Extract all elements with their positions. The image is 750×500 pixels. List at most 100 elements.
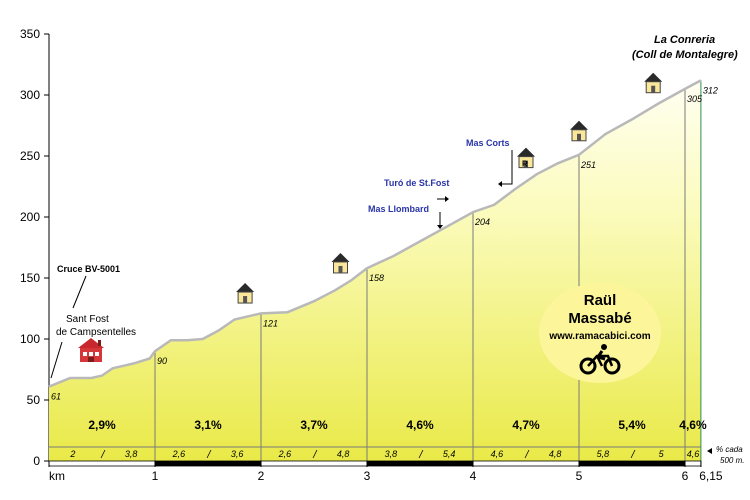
elevation-label: 251 bbox=[580, 160, 596, 170]
house-door bbox=[338, 265, 343, 273]
house-icon bbox=[236, 283, 255, 304]
km-bar-segment bbox=[260, 460, 368, 467]
segment-gradient-label: 2,9% bbox=[88, 418, 116, 432]
waypoint-turo-st-fost: Turó de St.Fost bbox=[384, 178, 449, 188]
elevation-label: 305 bbox=[687, 94, 703, 104]
half-km-note-line2: 500 m. bbox=[720, 456, 744, 465]
half-km-gradient-second: 3,6 bbox=[231, 449, 244, 459]
house-door bbox=[243, 296, 248, 304]
half-km-gradient-second: 5,4 bbox=[443, 449, 456, 459]
house-roof bbox=[517, 147, 535, 157]
author-last-name: Massabé bbox=[568, 310, 631, 327]
half-km-note-arrowhead bbox=[707, 448, 712, 454]
km-bar-segment bbox=[154, 460, 262, 467]
waypoint-mas-corts: Mas Corts bbox=[466, 138, 510, 148]
elevation-label: 61 bbox=[51, 392, 61, 402]
x-tick-label: 6 bbox=[682, 469, 689, 483]
half-km-gradient-second: 4,8 bbox=[549, 449, 562, 459]
town-label-line2: de Campsentelles bbox=[56, 327, 136, 338]
half-km-separator bbox=[418, 449, 424, 459]
house-icons: R bbox=[236, 72, 663, 304]
author-badge-bg bbox=[539, 283, 661, 383]
half-km-gradient-first: 2,6 bbox=[172, 449, 186, 459]
half-km-gradient-second: 3,8 bbox=[125, 449, 138, 459]
x-tick-label: km bbox=[49, 469, 65, 483]
half-km-separator bbox=[312, 449, 318, 459]
segment-gradient-label: 3,1% bbox=[194, 418, 222, 432]
house-roof bbox=[644, 72, 663, 82]
half-km-gradient-second: 5 bbox=[659, 449, 665, 459]
mas-corts-arrow bbox=[502, 150, 513, 185]
elevation-label: 204 bbox=[474, 217, 490, 227]
house-roof bbox=[570, 120, 588, 130]
km-divider-lines bbox=[154, 80, 702, 461]
author-first-name: Raül bbox=[584, 292, 617, 309]
half-km-gradient-first: 5,8 bbox=[597, 449, 610, 459]
house-badge: R bbox=[522, 160, 528, 169]
mas-corts-arrowhead bbox=[498, 181, 502, 187]
house-door bbox=[651, 85, 656, 93]
town-hall-icon bbox=[78, 338, 104, 362]
segment-gradient-label: 4,7% bbox=[512, 418, 540, 432]
x-tick-label: 1 bbox=[152, 469, 159, 483]
km-bar-segment bbox=[472, 460, 580, 467]
author-badge: Raül Massabé www.ramacabici.com bbox=[539, 283, 661, 383]
segment-gradient-label: 4,6% bbox=[406, 418, 434, 432]
y-tick-label: 350 bbox=[20, 27, 40, 41]
house-roof bbox=[236, 283, 255, 293]
y-tick-label: 100 bbox=[20, 332, 40, 346]
y-tick-label: 200 bbox=[20, 210, 40, 224]
y-tick-label: 150 bbox=[20, 271, 40, 285]
x-tick-label: 5 bbox=[576, 469, 583, 483]
segment-gradient-label: 3,7% bbox=[300, 418, 328, 432]
x-tick-label: 2 bbox=[258, 469, 265, 483]
half-km-separator bbox=[524, 449, 530, 459]
llombard-arrowhead bbox=[437, 225, 443, 229]
segment-gradient-labels: 2,9% 3,1% 3,7% 4,6% 4,7% 5,4% 4,6% bbox=[88, 418, 707, 432]
house-icon: R bbox=[517, 147, 535, 169]
house-door bbox=[524, 160, 528, 168]
town-label-line1: Sant Fost bbox=[66, 314, 109, 325]
half-km-gradient-first: 2,6 bbox=[278, 449, 292, 459]
half-km-gradient-first: 2 bbox=[69, 449, 75, 459]
y-tick-label: 300 bbox=[20, 88, 40, 102]
elevation-label: 121 bbox=[263, 318, 278, 328]
house-icon bbox=[331, 252, 350, 274]
half-km-separator bbox=[630, 449, 636, 459]
town-pointer bbox=[50, 341, 63, 379]
waypoint-annotations: Mas Corts Turó de St.Fost Mas Llombard bbox=[368, 138, 513, 229]
turo-arrowhead bbox=[445, 196, 449, 202]
house-icon bbox=[644, 72, 663, 94]
half-km-gradient-first: 4,6 bbox=[687, 449, 700, 459]
summit-annotation: La Conreria (Coll de Montalegre) bbox=[632, 34, 738, 61]
x-axis-ticks: km 1 2 3 4 5 6 6,15 bbox=[48, 461, 723, 483]
elevation-label: 158 bbox=[369, 273, 384, 283]
elevation-line bbox=[48, 79, 702, 388]
summit-subname: (Coll de Montalegre) bbox=[632, 49, 738, 61]
half-km-gradient-first: 4,6 bbox=[491, 449, 504, 459]
x-tick-label: 3 bbox=[364, 469, 371, 483]
km-bar-segment bbox=[578, 460, 686, 467]
km-scale-bar bbox=[48, 460, 702, 467]
elevation-label: 90 bbox=[157, 356, 167, 366]
house-roof bbox=[331, 252, 350, 262]
house-icon bbox=[570, 120, 588, 142]
half-km-note-line1: % cada bbox=[716, 445, 743, 454]
half-km-gradient-first: 3,8 bbox=[385, 449, 398, 459]
y-tick-label: 250 bbox=[20, 149, 40, 163]
road-label: Cruce BV-5001 bbox=[57, 264, 120, 274]
author-website: www.ramacabici.com bbox=[548, 331, 650, 342]
km-bar-segment bbox=[48, 460, 156, 467]
house-door bbox=[577, 133, 581, 141]
y-tick-label: 0 bbox=[33, 454, 40, 468]
x-tick-label: 4 bbox=[470, 469, 477, 483]
road-pointer bbox=[72, 275, 87, 309]
x-tick-label: 6,15 bbox=[699, 469, 723, 483]
y-axis-ticks: 0 50 100 150 200 250 300 350 bbox=[20, 27, 49, 468]
segment-gradient-label: 5,4% bbox=[618, 418, 646, 432]
waypoint-mas-llombard: Mas Llombard bbox=[368, 204, 429, 214]
half-km-separator bbox=[100, 449, 106, 459]
half-km-gradient-band: 2 3,8 2,6 3,6 2,6 4,8 3,8 5,4 4,6 4,8 5,8 5 4,6 bbox=[49, 446, 701, 459]
half-km-gradient-second: 4,8 bbox=[337, 449, 350, 459]
